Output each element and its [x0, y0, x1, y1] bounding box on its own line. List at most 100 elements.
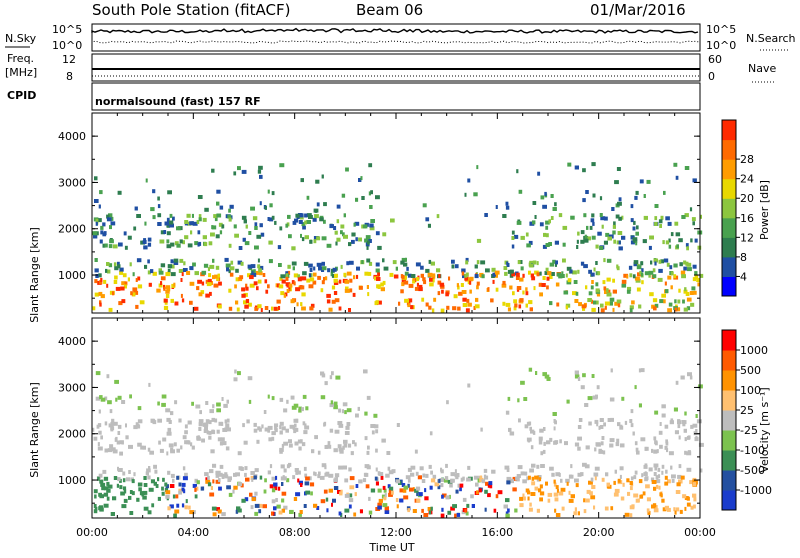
scatter-cell — [277, 486, 281, 491]
scatter-cell — [665, 289, 669, 294]
scatter-cell — [587, 298, 592, 302]
scatter-cell — [235, 300, 239, 305]
scatter-cell — [563, 290, 569, 295]
scatter-cell — [580, 385, 585, 390]
scatter-cell — [392, 260, 397, 265]
scatter-cell — [653, 486, 657, 491]
scatter-cell — [299, 215, 304, 220]
scatter-cell — [233, 472, 237, 477]
scatter-cell — [550, 216, 554, 220]
scatter-cell — [143, 483, 148, 487]
scatter-cell — [590, 272, 595, 277]
scatter-cell — [444, 476, 449, 481]
scatter-cell — [301, 237, 305, 242]
freq-unit: [MHz] — [5, 66, 37, 79]
scatter-cell — [304, 235, 309, 240]
x-tick-label: 20:00 — [583, 526, 615, 539]
scatter-cell — [466, 503, 470, 508]
scatter-cell — [617, 422, 621, 427]
scatter-cell — [107, 448, 113, 453]
scatter-cell — [226, 267, 230, 272]
scatter-cell — [264, 279, 268, 284]
scatter-cell — [673, 162, 678, 167]
scatter-cell — [690, 424, 694, 429]
scatter-cell — [216, 402, 221, 407]
scatter-cell — [693, 497, 697, 502]
scatter-cell — [99, 479, 104, 484]
scatter-cell — [313, 266, 316, 271]
scatter-cell — [94, 494, 97, 499]
scatter-cell — [594, 300, 599, 305]
scatter-cell — [269, 203, 273, 208]
scatter-cell — [699, 214, 702, 219]
scatter-cell — [570, 494, 575, 499]
scatter-cell — [583, 213, 587, 218]
scatter-cell — [611, 207, 615, 211]
scatter-cell — [121, 281, 126, 286]
scatter-cell — [430, 470, 433, 475]
scatter-cell — [584, 234, 587, 239]
scatter-cell — [137, 284, 143, 289]
scatter-cell — [274, 428, 278, 433]
scatter-cell — [574, 478, 579, 483]
scatter-cell — [117, 424, 122, 429]
scatter-cell — [664, 475, 668, 480]
scatter-cell — [641, 280, 644, 285]
scatter-cell — [312, 217, 317, 222]
scatter-cell — [554, 240, 559, 245]
scatter-cell — [198, 214, 202, 219]
scatter-cell — [254, 226, 258, 230]
scatter-cell — [196, 480, 200, 485]
scatter-cell — [279, 430, 283, 435]
scatter-cell — [684, 287, 687, 292]
scatter-cell — [166, 239, 170, 244]
scatter-cell — [455, 489, 459, 494]
scatter-cell — [529, 263, 534, 268]
scatter-cell — [257, 258, 260, 263]
date-label: 01/Mar/2016 — [590, 1, 686, 19]
scatter-cell — [340, 264, 343, 269]
scatter-cell — [383, 488, 387, 493]
scatter-cell — [429, 485, 433, 490]
scatter-cell — [97, 218, 102, 223]
scatter-cell — [330, 400, 334, 405]
scatter-cell — [469, 280, 472, 285]
scatter-cell — [538, 488, 542, 493]
scatter-cell — [163, 286, 166, 291]
scatter-cell — [181, 482, 186, 487]
scatter-cell — [294, 468, 299, 472]
scatter-cell — [267, 470, 271, 475]
scatter-cell — [343, 439, 348, 444]
scatter-cell — [309, 239, 313, 244]
scatter-cell — [468, 277, 473, 282]
scatter-cell — [142, 240, 147, 244]
scatter-cell — [112, 496, 117, 501]
scatter-cell — [321, 174, 324, 179]
scatter-cell — [519, 277, 524, 282]
scatter-cell — [98, 409, 101, 414]
scatter-cell — [299, 510, 303, 514]
scatter-cell — [195, 404, 201, 409]
scatter-cell — [670, 271, 674, 276]
scatter-cell — [138, 424, 141, 429]
scatter-cell — [573, 511, 577, 516]
freq-tick-high: 12 — [62, 53, 76, 66]
scatter-cell — [437, 291, 441, 296]
scatter-cell — [252, 216, 258, 221]
scatter-cell — [194, 306, 199, 311]
scatter-cell — [422, 277, 426, 282]
scatter-cell — [137, 442, 142, 447]
scatter-cell — [529, 426, 532, 431]
scatter-cell — [455, 475, 459, 480]
scatter-cell — [556, 489, 559, 493]
scatter-cell — [294, 218, 299, 223]
scatter-cell — [244, 466, 248, 471]
scatter-cell — [603, 240, 608, 245]
scatter-cell — [484, 507, 487, 512]
scatter-cell — [268, 259, 273, 264]
scatter-cell — [240, 261, 244, 266]
scatter-cell — [205, 293, 210, 298]
scatter-cell — [690, 302, 695, 307]
scatter-cell — [304, 425, 310, 430]
scatter-cell — [457, 306, 461, 311]
